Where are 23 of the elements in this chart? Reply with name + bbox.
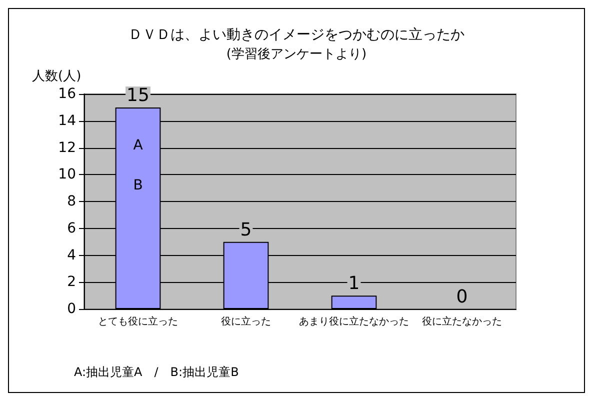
y-tick-label: 6 xyxy=(67,220,76,236)
annotation: A xyxy=(133,137,144,154)
y-tick-label: 2 xyxy=(67,274,76,290)
chart-subtitle: (学習後アンケートより) xyxy=(226,47,367,62)
data-label: 5 xyxy=(240,219,252,240)
x-tick-label: 役に立った xyxy=(221,316,271,328)
x-tick-label: あまり役に立たなかった xyxy=(299,316,409,328)
chart-title: ＤＶＤは、よい動きのイメージをつかむのに立ったか xyxy=(128,27,464,43)
x-tick-label: 役に立たなかった xyxy=(422,316,502,328)
x-tick-label: とても役に立った xyxy=(98,316,178,328)
y-tick-label: 0 xyxy=(67,301,76,317)
data-label: 0 xyxy=(456,286,468,308)
y-tick-label: 10 xyxy=(58,166,76,183)
y-tick-label: 12 xyxy=(58,140,76,156)
y-tick-label: 14 xyxy=(58,112,76,129)
y-tick-label: 8 xyxy=(67,194,76,210)
y-tick-label: 16 xyxy=(58,86,76,102)
data-label: 1 xyxy=(348,273,360,294)
y-axis-title: 人数(人) xyxy=(32,69,82,84)
text: A:抽出児童A / B:抽出児童B xyxy=(74,365,239,379)
annotation: B xyxy=(133,177,143,194)
data-label: 15 xyxy=(126,84,150,106)
y-tick-label: 4 xyxy=(67,247,76,264)
